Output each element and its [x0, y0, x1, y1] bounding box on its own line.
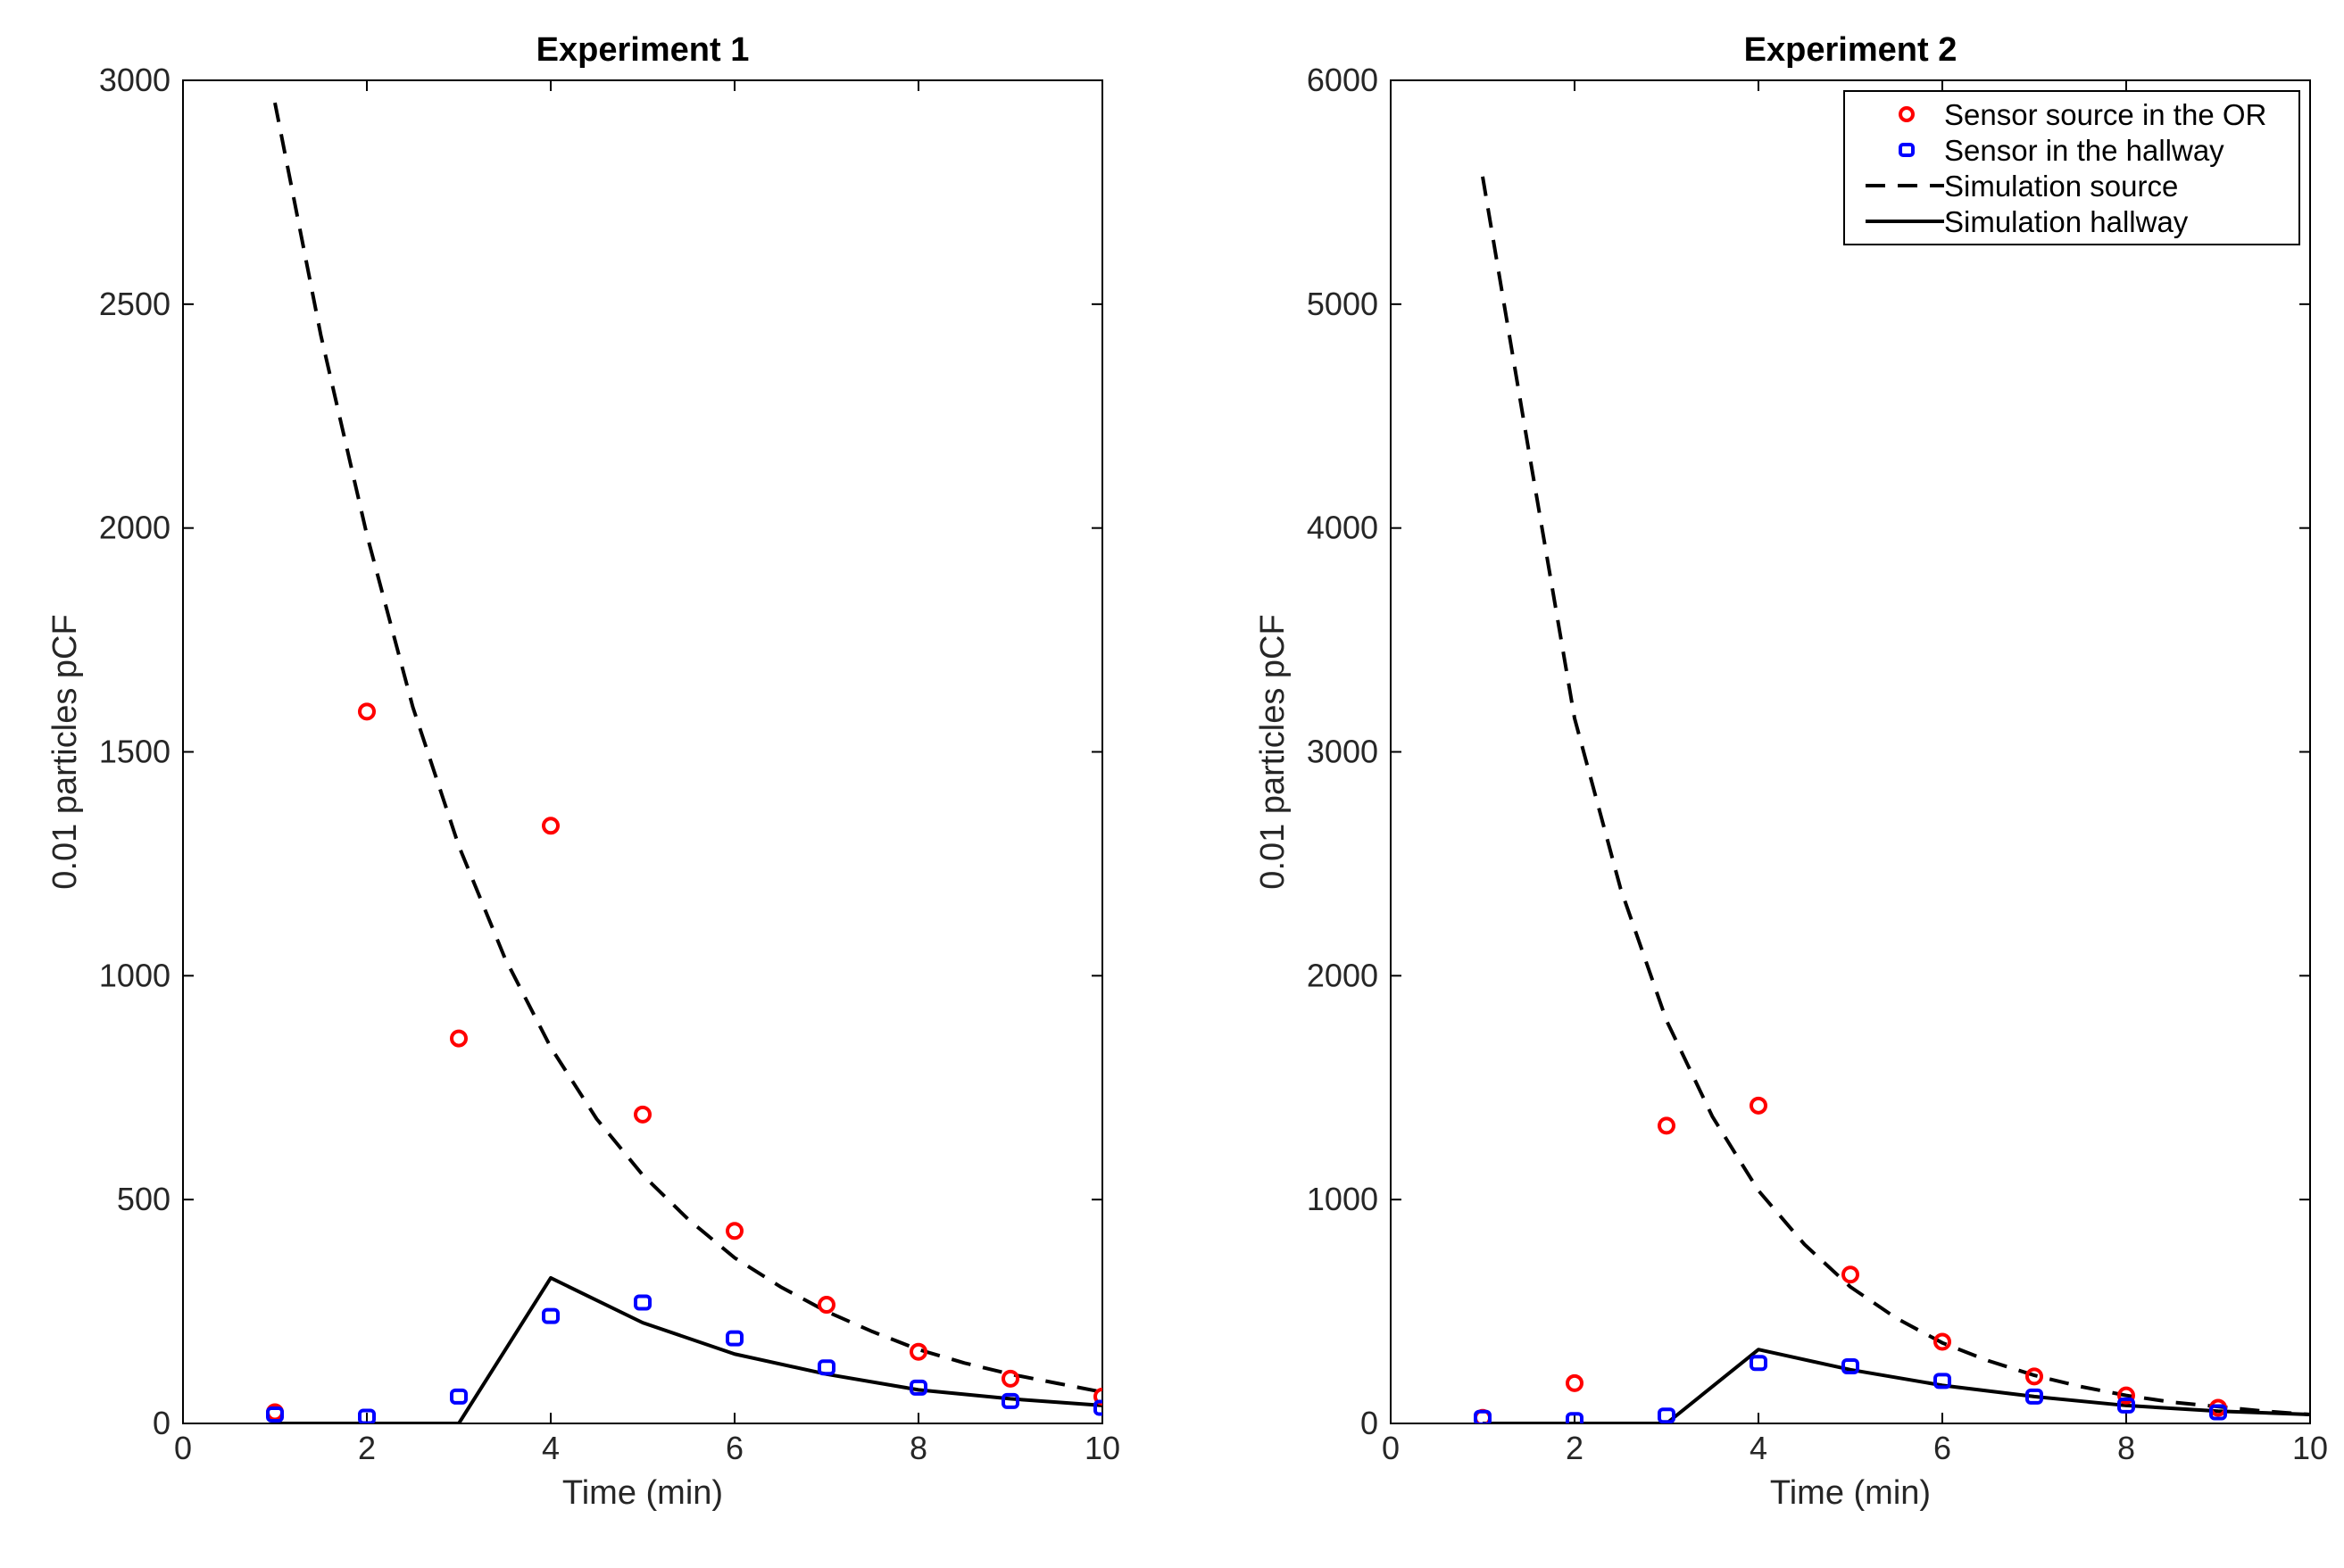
- point-sensor-in-the-hallway: [1474, 1409, 1492, 1423]
- legend-item-simulation-hallway: Simulation hallway: [1866, 205, 2189, 238]
- point-sensor-source-in-the-or: [2025, 1367, 2043, 1386]
- point-sensor-in-the-hallway: [1093, 1399, 1102, 1416]
- point-sensor-in-the-hallway: [266, 1406, 284, 1423]
- point-sensor-in-the-hallway: [1658, 1407, 1675, 1423]
- x-tick-label: 4: [1750, 1430, 1767, 1466]
- point-sensor-source-in-the-or: [450, 1029, 468, 1048]
- point-sensor-source-in-the-or: [358, 702, 376, 721]
- point-sensor-in-the-hallway: [358, 1408, 376, 1423]
- legend-item-sensor-in-the-hallway: Sensor in the hallway: [1899, 134, 2224, 167]
- y-tick-label: 4000: [1307, 510, 1378, 546]
- y-tick-label: 1000: [1307, 1181, 1378, 1217]
- y-tick-label: 3000: [99, 62, 170, 98]
- y-tick-label: 6000: [1307, 62, 1378, 98]
- chart-experiment-1: Experiment 1 Time (min) 0.01 particles p…: [46, 31, 1120, 1512]
- x-tick-label: 2: [1566, 1430, 1583, 1466]
- x-axis-label: Time (min): [562, 1474, 723, 1512]
- point-sensor-source-in-the-or: [1658, 1116, 1675, 1135]
- series-line-simulation-source: [273, 102, 1102, 1394]
- x-tick-label: 8: [2117, 1430, 2135, 1466]
- x-tick-label: 8: [910, 1430, 927, 1466]
- y-tick-label: 5000: [1307, 286, 1378, 322]
- y-tick-label: 2500: [99, 286, 170, 322]
- y-tick-label: 0: [1360, 1405, 1378, 1441]
- y-tick-label: 2000: [99, 510, 170, 546]
- point-sensor-source-in-the-or: [1093, 1387, 1102, 1406]
- point-sensor-in-the-hallway: [1002, 1392, 1019, 1409]
- point-sensor-in-the-hallway: [634, 1294, 652, 1311]
- x-tick-label: 0: [1382, 1430, 1400, 1466]
- legend-marker: [1899, 143, 1915, 157]
- point-sensor-in-the-hallway: [726, 1330, 744, 1347]
- legend-item-sensor-source-in-the-or: Sensor source in the OR: [1899, 98, 2266, 131]
- legend-label: Simulation source: [1944, 170, 2178, 203]
- point-sensor-source-in-the-or: [1933, 1332, 1951, 1351]
- point-sensor-in-the-hallway: [2025, 1388, 2043, 1405]
- x-tick-label: 4: [542, 1430, 560, 1466]
- legend-box: [1843, 90, 2300, 245]
- point-sensor-in-the-hallway: [2117, 1397, 2135, 1414]
- point-sensor-source-in-the-or: [818, 1296, 835, 1315]
- y-tick-label: 3000: [1307, 734, 1378, 770]
- x-tick-label: 10: [1085, 1430, 1120, 1466]
- x-tick-label: 6: [1933, 1430, 1951, 1466]
- point-sensor-in-the-hallway: [1933, 1373, 1951, 1390]
- point-sensor-in-the-hallway: [1841, 1358, 1859, 1375]
- legend-label: Sensor source in the OR: [1944, 98, 2266, 131]
- y-tick-label: 1000: [99, 957, 170, 993]
- x-tick-label: 2: [358, 1430, 376, 1466]
- point-sensor-source-in-the-or: [1750, 1096, 1767, 1115]
- chart-title: Experiment 1: [536, 31, 750, 69]
- plot-area: [266, 102, 1102, 1423]
- point-sensor-in-the-hallway: [910, 1379, 927, 1396]
- y-tick-label: 500: [117, 1181, 170, 1217]
- chart-title: Experiment 2: [1744, 31, 1957, 69]
- x-tick-label: 10: [2292, 1430, 2328, 1466]
- y-tick-label: 2000: [1307, 957, 1378, 993]
- y-tick-label: 0: [153, 1405, 170, 1441]
- point-sensor-source-in-the-or: [2117, 1386, 2135, 1405]
- point-sensor-source-in-the-or: [634, 1105, 652, 1124]
- series-line-simulation-source: [1481, 176, 2310, 1416]
- x-axis-label: Time (min): [1770, 1474, 1931, 1512]
- chart-experiment-2: Experiment 2 Time (min) 0.01 particles p…: [1254, 31, 2328, 1512]
- point-sensor-source-in-the-or: [1566, 1373, 1583, 1392]
- point-sensor-in-the-hallway: [542, 1307, 560, 1324]
- legend-marker: [1899, 106, 1915, 122]
- point-sensor-source-in-the-or: [542, 817, 560, 835]
- point-sensor-in-the-hallway: [818, 1359, 835, 1376]
- plot-area: [1474, 176, 2310, 1423]
- point-sensor-source-in-the-or: [910, 1342, 927, 1361]
- point-sensor-in-the-hallway: [2209, 1404, 2227, 1421]
- x-tick-label: 0: [174, 1430, 192, 1466]
- y-axis-label: 0.01 particles pCF: [46, 614, 84, 889]
- y-axis-label: 0.01 particles pCF: [1254, 614, 1292, 889]
- y-tick-label: 1500: [99, 734, 170, 770]
- x-tick-label: 6: [726, 1430, 744, 1466]
- point-sensor-source-in-the-or: [1002, 1369, 1019, 1388]
- series-line-simulation-hallway: [275, 1275, 1102, 1423]
- point-sensor-source-in-the-or: [1841, 1265, 1859, 1284]
- legend-item-simulation-source: Simulation source: [1866, 170, 2178, 203]
- series-line-simulation-hallway: [1483, 1348, 2310, 1423]
- point-sensor-source-in-the-or: [726, 1222, 744, 1240]
- point-sensor-in-the-hallway: [450, 1388, 468, 1405]
- point-sensor-in-the-hallway: [1566, 1412, 1583, 1423]
- point-sensor-in-the-hallway: [1750, 1355, 1767, 1372]
- legend-label: Sensor in the hallway: [1944, 134, 2224, 167]
- legend-label: Simulation hallway: [1944, 205, 2189, 238]
